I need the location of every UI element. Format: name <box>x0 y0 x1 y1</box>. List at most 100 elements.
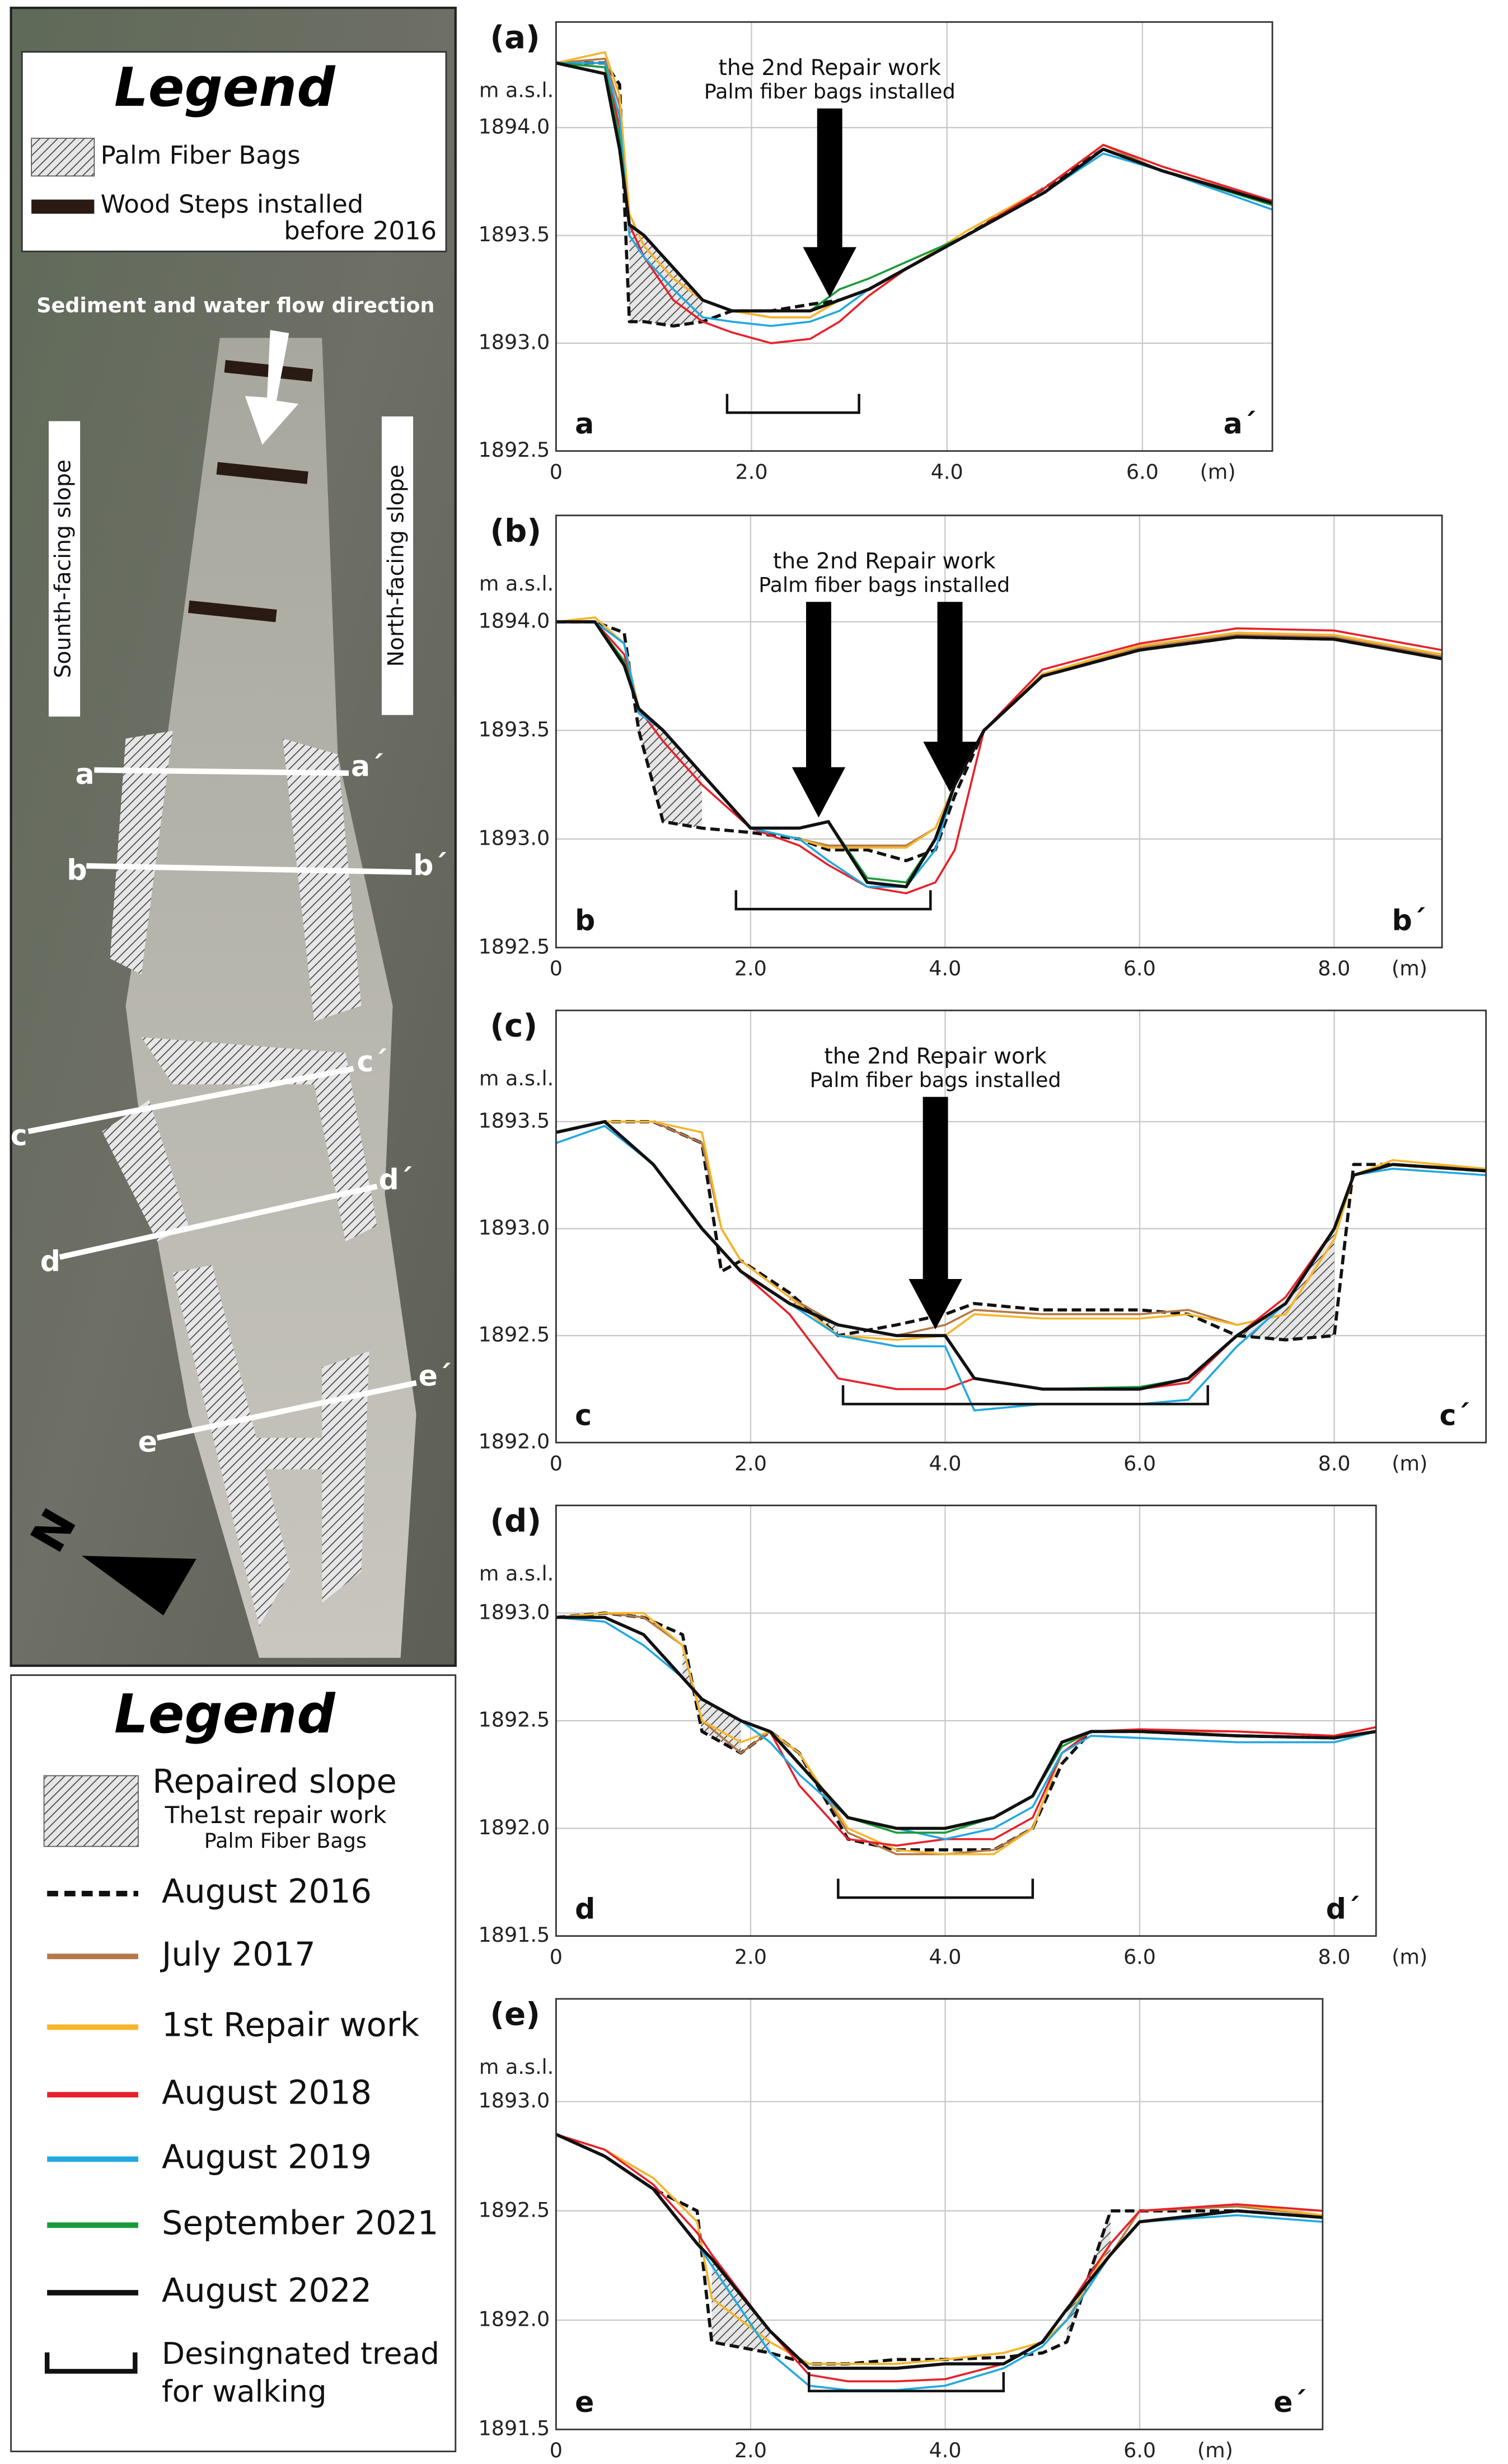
plot-frame <box>555 1998 1324 2430</box>
profile-line <box>555 2133 1323 2365</box>
legend-label: September 2021 <box>162 2203 438 2242</box>
section-label: c <box>11 1119 27 1152</box>
x-tick-label: 6.0 <box>1123 1945 1156 1969</box>
y-tick-label: 1892.5 <box>479 438 550 462</box>
plot-frame <box>555 514 1443 949</box>
legend-label: August 2018 <box>162 2073 372 2111</box>
section-label: a <box>75 757 94 790</box>
y-tick-label: 1893.0 <box>479 826 550 850</box>
plot-frame <box>555 1009 1487 1444</box>
y-tick-label: 1893.0 <box>479 1600 550 1624</box>
section-start: e <box>575 2386 594 2419</box>
hatched-strip <box>251 1437 330 1469</box>
section-label: b´ <box>413 849 447 882</box>
profile-line <box>555 1120 1486 1391</box>
y-axis-label: m a.s.l. <box>479 2055 554 2079</box>
section-label: e <box>138 1425 157 1458</box>
x-tick-label: 4.0 <box>929 957 961 981</box>
section-label: a´ <box>351 749 384 783</box>
flow-arrow <box>245 330 299 445</box>
y-tick-label: 1893.0 <box>479 330 550 354</box>
x-tick-label: 6.0 <box>1123 2438 1156 2462</box>
section-start: c <box>575 1399 592 1432</box>
legend-tread <box>44 2352 138 2374</box>
chart-title: (b) <box>490 513 541 549</box>
plot-area <box>556 22 1273 451</box>
x-unit: (m) <box>1200 460 1236 484</box>
section-end: a´ <box>1224 407 1257 440</box>
x-tick-label: 0 <box>550 2438 563 2462</box>
hatched-strip <box>283 738 362 1022</box>
legend-title: Legend <box>114 1683 336 1745</box>
annotation: Palm fiber bags installed <box>758 573 1010 597</box>
chart-title: (a) <box>490 20 540 56</box>
wood-step <box>188 600 277 622</box>
legend-text: Palm Fiber Bags <box>204 1829 367 1853</box>
wood-step <box>216 462 308 484</box>
x-tick-label: 2.0 <box>734 1451 767 1475</box>
x-tick-label: 2.0 <box>734 1945 767 1969</box>
tread-bracket <box>837 1879 1034 1899</box>
south-slope-label: Sounth-facing slope <box>51 460 76 678</box>
x-unit: (m) <box>1197 2438 1233 2462</box>
legend-text: The1st repair work <box>165 1801 387 1829</box>
x-tick-label: 6.0 <box>1126 460 1159 484</box>
section-end: d´ <box>1326 1892 1360 1925</box>
legend-label: August 2016 <box>162 1872 372 1910</box>
annotation: the 2nd Repair work <box>773 549 996 574</box>
legend-text: before 2016 <box>284 216 437 245</box>
profile-line <box>556 1121 1486 1341</box>
y-tick-label: 1891.5 <box>479 2416 550 2440</box>
chart-title: (d) <box>490 1503 541 1539</box>
repair-arrow <box>908 1097 962 1329</box>
legend: Legend Repaired slope The1st repair work… <box>10 1674 457 2452</box>
section-line <box>156 1380 417 1441</box>
profile-line <box>555 2133 1323 2370</box>
legend-label: July 2017 <box>160 1934 316 1973</box>
legend-label: August 2022 <box>162 2271 372 2310</box>
plot-area <box>556 1010 1486 1443</box>
slope-label-box <box>381 416 414 715</box>
y-tick-label: 1893.5 <box>479 222 550 246</box>
section-label: b <box>67 854 87 887</box>
section-end: e´ <box>1273 2386 1307 2419</box>
x-tick-label: 2.0 <box>734 2438 767 2462</box>
legend-title: Legend <box>114 56 336 119</box>
x-tick-label: 4.0 <box>931 460 963 484</box>
hatched-strip <box>110 730 173 975</box>
repair-arrow <box>923 602 977 792</box>
section-start: b <box>575 903 595 936</box>
x-tick-label: 0 <box>550 460 563 484</box>
profile-line <box>556 620 1443 889</box>
x-tick-label: 6.0 <box>1123 957 1156 981</box>
legend-wood <box>31 199 95 214</box>
profile-line <box>555 1120 1486 1342</box>
x-tick-label: 4.0 <box>929 2438 962 2462</box>
y-tick-label: 1893.0 <box>479 1215 550 1239</box>
section-start: d <box>575 1892 595 1925</box>
north-slope-label: North-facing slope <box>383 465 409 667</box>
y-tick-label: 1891.5 <box>479 1923 550 1947</box>
section-line <box>59 1183 378 1260</box>
x-unit: (m) <box>1392 1451 1427 1475</box>
legend-hatch <box>43 1775 139 1847</box>
y-axis-label: m a.s.l. <box>479 572 554 596</box>
legend-text: Desingnated tread <box>162 2336 439 2371</box>
y-tick-label: 1892.5 <box>479 934 550 958</box>
section-line <box>94 767 349 776</box>
legend-hatch <box>31 138 95 177</box>
chart-title: (e) <box>490 1997 540 2033</box>
chart: 0 2.0 4.0 6.0 1892.5 1893.0 1893.5 1894.0 (m) (a)… <box>479 20 1273 484</box>
section-label: d <box>40 1245 60 1278</box>
legend-text: Palm Fiber Bags <box>101 140 301 170</box>
y-tick-label: 1893.5 <box>479 717 550 741</box>
x-tick-label: 0 <box>550 1945 563 1969</box>
section-end: c´ <box>1439 1399 1470 1432</box>
tread-bracket <box>841 1385 1209 1406</box>
slope-label-box <box>48 421 81 717</box>
annotation: the 2nd Repair work <box>718 55 941 81</box>
chart: 0 2.0 4.0 6.0 8.0 1892.0 1892.5 1893.0 1893.5 (m)… <box>479 1008 1487 1475</box>
x-tick-label: 0 <box>550 1451 563 1475</box>
tread-bracket <box>734 890 932 911</box>
